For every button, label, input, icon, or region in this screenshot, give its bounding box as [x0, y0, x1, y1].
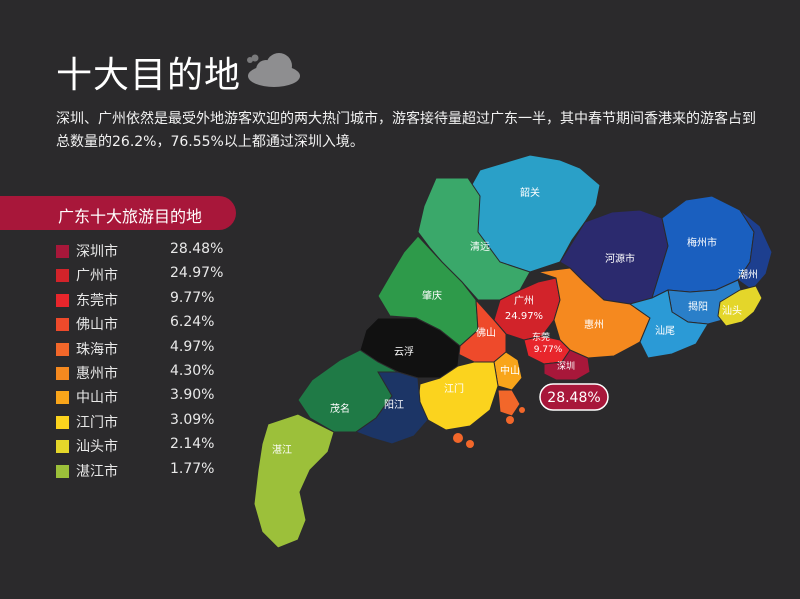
legend-city: 江门市	[76, 414, 118, 431]
legend-pct: 6.24%	[170, 314, 215, 331]
region-label-meizhou: 梅州市	[687, 236, 717, 249]
legend-item: 汕头市 2.14%	[56, 435, 256, 459]
legend-swatch	[56, 391, 69, 405]
region-label-heyuan: 河源市	[605, 252, 635, 265]
legend-swatch	[56, 245, 69, 258]
legend-city: 珠海市	[76, 341, 118, 358]
region-yunfu	[359, 317, 461, 379]
legend-item: 佛山市 6.24%	[56, 313, 256, 337]
region-label-shanwei: 汕尾	[655, 325, 675, 337]
legend-pct: 3.90%	[170, 387, 215, 404]
region-label-dongguan-pct: 9.77%	[534, 345, 563, 355]
region-shantou	[717, 285, 763, 327]
island	[453, 433, 463, 443]
legend-item: 珠海市 4.97%	[56, 338, 256, 362]
legend-swatch	[56, 440, 69, 454]
region-huizhou	[537, 267, 651, 359]
region-label-dongguan: 东莞	[532, 331, 550, 343]
legend-swatch	[56, 293, 69, 307]
region-shanwei	[628, 289, 709, 359]
region-label-yangjiang: 阳江	[384, 399, 404, 411]
region-label-foshan: 佛山	[476, 326, 496, 339]
region-label-maoming: 茂名	[330, 402, 350, 415]
legend-city: 中山市	[76, 390, 118, 407]
island	[466, 440, 474, 448]
legend-pct: 2.14%	[170, 436, 215, 453]
region-label-jiangmen: 江门	[444, 382, 464, 395]
legend-item: 东莞市 9.77%	[56, 289, 256, 313]
region-label-zhaoqing: 肇庆	[422, 289, 442, 302]
legend-list: 深圳市 28.48% 广州市 24.97% 东莞市 9.77% 佛山市 6.24…	[56, 240, 256, 484]
legend-city: 东莞市	[76, 292, 118, 309]
region-label-shaoguan: 韶关	[520, 186, 540, 199]
legend-title: 广东十大旅游目的地	[58, 207, 203, 226]
legend-item: 深圳市 28.48%	[56, 240, 256, 264]
legend-pct: 9.77%	[170, 289, 215, 306]
legend-swatch	[56, 464, 69, 478]
legend-pct: 3.09%	[170, 411, 215, 428]
legend-pct: 4.97%	[170, 338, 215, 355]
region-label-zhongshan: 中山	[500, 364, 520, 377]
legend-swatch	[56, 318, 69, 332]
legend-pct: 24.97%	[170, 265, 224, 282]
region-label-shenzhen: 深圳	[557, 361, 575, 372]
cloud-icon	[247, 53, 300, 87]
legend-city: 惠州市	[76, 365, 118, 382]
region-label-shantou: 汕头	[722, 305, 742, 317]
region-label-yunfu: 云浮	[394, 346, 414, 358]
region-label-zhanjiang: 湛江	[272, 444, 292, 456]
legend-city: 汕头市	[76, 439, 118, 456]
shenzhen-badge-text: 28.48%	[547, 390, 600, 406]
region-label-guangzhou-pct: 24.97%	[505, 311, 543, 322]
region-label-chaozhou: 潮州	[738, 268, 758, 281]
legend-ribbon: 广东十大旅游目的地	[0, 196, 236, 230]
legend-swatch	[56, 342, 69, 356]
legend-city: 湛江市	[76, 463, 118, 480]
legend-swatch	[56, 366, 69, 380]
region-label-qingyuan: 清远	[470, 240, 490, 253]
region-label-guangzhou: 广州	[514, 295, 534, 307]
shenzhen-badge	[539, 383, 609, 411]
region-zhuhai	[497, 389, 521, 417]
region-label-huizhou: 惠州	[584, 318, 604, 331]
region-zhanjiang	[253, 413, 335, 549]
legend-city: 佛山市	[76, 317, 118, 334]
legend-swatch	[56, 269, 69, 283]
legend-item: 湛江市 1.77%	[56, 460, 256, 484]
region-label-jieyang: 揭阳	[688, 300, 708, 313]
legend-item: 惠州市 4.30%	[56, 362, 256, 386]
legend-pct: 4.30%	[170, 362, 215, 379]
region-yangjiang	[354, 371, 429, 445]
region-shenzhen	[543, 349, 591, 381]
legend-pct: 28.48%	[170, 241, 224, 257]
legend-pct: 1.77%	[170, 460, 215, 477]
legend-swatch	[56, 415, 69, 429]
island	[506, 416, 514, 424]
legend-item: 广州市 24.97%	[56, 264, 256, 288]
page-description: 深圳、广州依然是最受外地游客欢迎的两大热门城市，游客接待量超过广东一半，其中春节…	[56, 111, 756, 150]
legend-city: 深圳市	[76, 244, 118, 260]
legend-item: 中山市 3.90%	[56, 386, 256, 410]
legend-item: 江门市 3.09%	[56, 411, 256, 435]
island	[519, 407, 525, 413]
page-title: 十大目的地	[56, 55, 242, 96]
legend-city: 广州市	[76, 268, 118, 285]
